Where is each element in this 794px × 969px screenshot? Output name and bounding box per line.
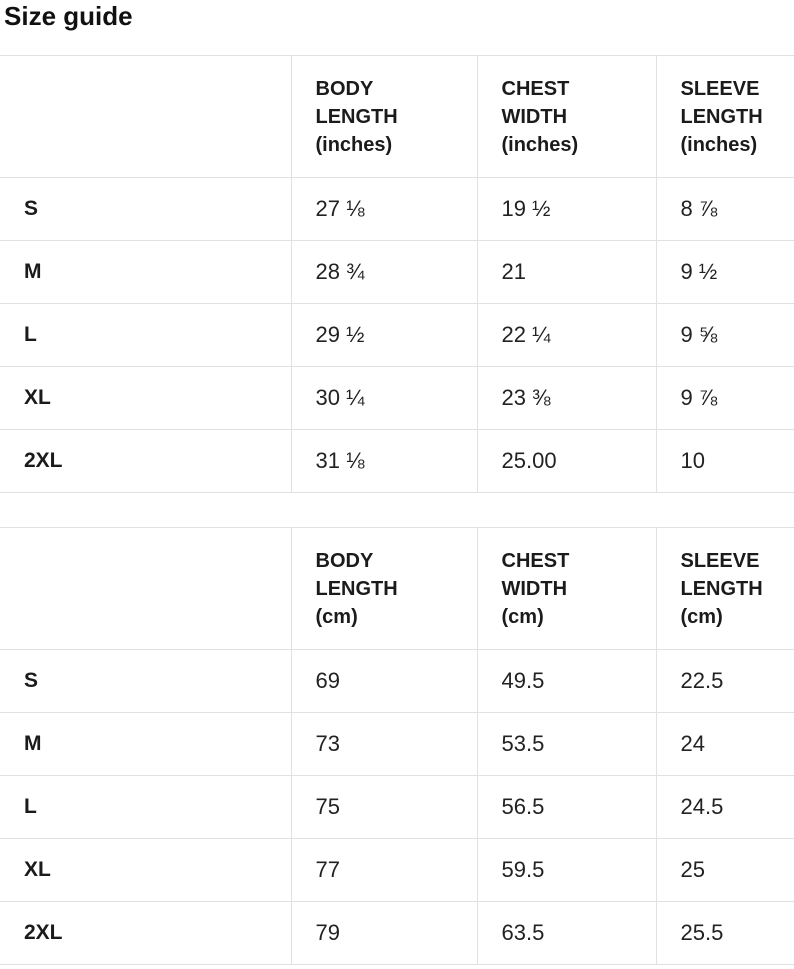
header-sleeve-length-inches: SLEEVE LENGTH (inches) [655,55,794,178]
size-table-inches: BODY LENGTH (inches) CHEST WIDTH (inches… [0,55,794,493]
table-row-l: L 75 56.5 24.5 [0,775,794,839]
size-label: S [0,177,292,241]
table-cell: 31 ⅛ [290,429,478,493]
table-cell: 9 ⅞ [655,366,794,430]
table-cell: 25.5 [655,901,794,965]
table-cell: 49.5 [476,649,657,713]
table-cell: 25 [655,838,794,902]
size-label: 2XL [0,901,292,965]
table-cell: 9 ⅝ [655,303,794,367]
table-cell: 77 [290,838,478,902]
table-row-m: M 28 ¾ 21 9 ½ [0,240,794,304]
table-cell: 27 ⅛ [290,177,478,241]
header-row: BODY LENGTH (inches) CHEST WIDTH (inches… [0,55,794,178]
table-cell: 29 ½ [290,303,478,367]
table-row-xl: XL 77 59.5 25 [0,838,794,902]
table-cell: 8 ⅞ [655,177,794,241]
size-label: L [0,303,292,367]
table-cell: 24.5 [655,775,794,839]
table-cell: 63.5 [476,901,657,965]
table-cell: 23 ⅜ [476,366,657,430]
size-guide-title: Size guide [4,1,133,31]
header-chest-width-cm: CHEST WIDTH (cm) [476,527,657,650]
table-cell: 19 ½ [476,177,657,241]
table-row-xl: XL 30 ¼ 23 ⅜ 9 ⅞ [0,366,794,430]
table-row-2xl: 2XL 79 63.5 25.5 [0,901,794,965]
table-cell: 10 [655,429,794,493]
table-cell: 56.5 [476,775,657,839]
size-label: 2XL [0,429,292,493]
header-body-length-inches: BODY LENGTH (inches) [290,55,478,178]
table-cell: 69 [290,649,478,713]
table-cell: 79 [290,901,478,965]
table-cell: 59.5 [476,838,657,902]
table-cell: 21 [476,240,657,304]
table-row-s: S 69 49.5 22.5 [0,649,794,713]
table-cell: 25.00 [476,429,657,493]
table-cell: 9 ½ [655,240,794,304]
table-row-m: M 73 53.5 24 [0,712,794,776]
header-row: BODY LENGTH (cm) CHEST WIDTH (cm) SLEEVE… [0,527,794,650]
header-sleeve-length-cm: SLEEVE LENGTH (cm) [655,527,794,650]
table-cell: 30 ¼ [290,366,478,430]
table-row-2xl: 2XL 31 ⅛ 25.00 10 [0,429,794,493]
table-cell: 22 ¼ [476,303,657,367]
size-label: L [0,775,292,839]
header-empty-cell [0,527,292,650]
size-table-cm: BODY LENGTH (cm) CHEST WIDTH (cm) SLEEVE… [0,527,794,965]
size-label: S [0,649,292,713]
table-row-l: L 29 ½ 22 ¼ 9 ⅝ [0,303,794,367]
table-cell: 75 [290,775,478,839]
size-label: XL [0,838,292,902]
table-cell: 24 [655,712,794,776]
table-cell: 28 ¾ [290,240,478,304]
size-label: XL [0,366,292,430]
size-label: M [0,712,292,776]
size-label: M [0,240,292,304]
table-row-s: S 27 ⅛ 19 ½ 8 ⅞ [0,177,794,241]
table-cell: 53.5 [476,712,657,776]
table-cell: 73 [290,712,478,776]
table-cell: 22.5 [655,649,794,713]
header-chest-width-inches: CHEST WIDTH (inches) [476,55,657,178]
header-empty-cell [0,55,292,178]
header-body-length-cm: BODY LENGTH (cm) [290,527,478,650]
